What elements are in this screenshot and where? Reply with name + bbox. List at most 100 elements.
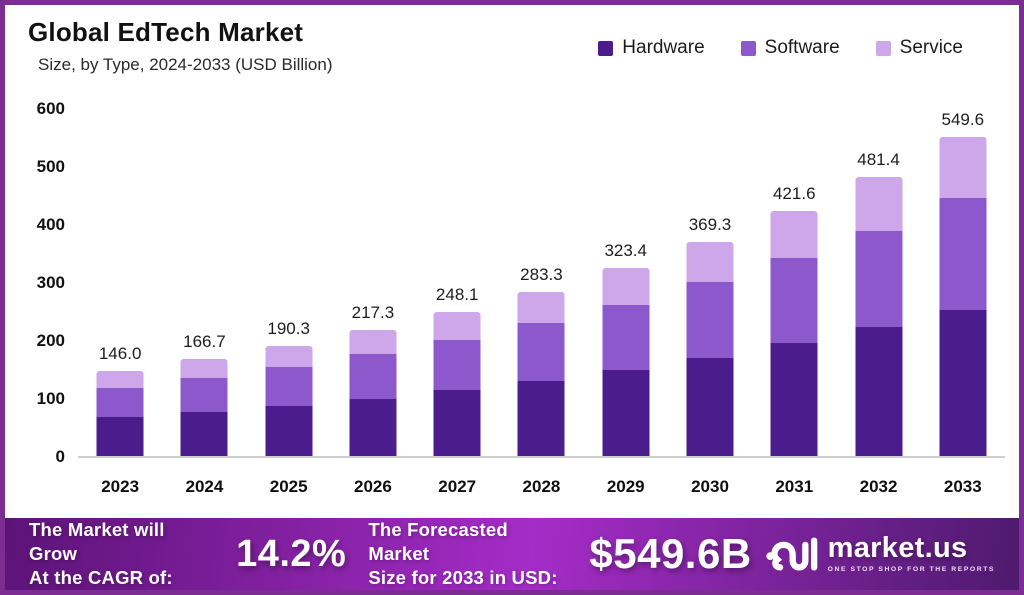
bar-segment-service	[770, 211, 818, 259]
stacked-bar	[855, 176, 903, 456]
stacked-bar	[349, 329, 397, 456]
bar-segment-hardware	[433, 390, 481, 456]
bar-segment-software	[602, 304, 650, 371]
cagr-value: 14.2%	[236, 532, 347, 575]
banner: The Market will Grow At the CAGR of: 14.…	[5, 518, 1019, 590]
y-axis-label: 100	[36, 389, 65, 408]
bar-segment-software	[517, 323, 565, 381]
x-axis-label: 2033	[943, 477, 982, 496]
x-axis-label: 2023	[101, 477, 140, 496]
bar-segment-hardware	[265, 405, 313, 456]
bar-segment-software	[265, 367, 313, 406]
stacked-bar	[939, 137, 987, 456]
bar-segment-software	[96, 387, 144, 418]
bar-column-2027: 248.1	[415, 110, 499, 456]
y-axis-label: 300	[36, 273, 65, 292]
y-axis-label: 400	[36, 215, 65, 234]
bar-segment-service	[855, 176, 903, 231]
marketus-logo-tagline: ONE STOP SHOP FOR THE REPORTS	[827, 566, 995, 574]
bar-total-label: 217.3	[351, 302, 395, 322]
y-axis: 600 500 400 300 200 100 0	[5, 5, 65, 590]
plot-area: 146.0 166.7 190.3 217.3 248.1 283.3 323.4 369.3…	[78, 110, 1005, 458]
bar-column-2025: 190.3	[247, 110, 331, 456]
cagr-label-line2: At the CAGR of:	[29, 567, 173, 589]
legend-item-software: Software	[740, 37, 840, 59]
chart-legend: Hardware Software Service	[598, 37, 963, 59]
bar-column-2029: 323.4	[584, 110, 668, 456]
marketus-logo-icon	[766, 537, 817, 571]
bar-segment-hardware	[770, 343, 818, 456]
bar-segment-service	[939, 137, 987, 199]
bar-segment-service	[517, 291, 565, 324]
legend-label: Hardware	[622, 37, 705, 58]
x-axis: 2023 2024 2025 2026 2027 2028 2029 2030 2031 2032…	[78, 477, 1005, 497]
bar-segment-software	[686, 282, 734, 358]
forecast-label-line2: Size for 2033 in USD:	[368, 567, 558, 589]
bar-column-2028: 283.3	[499, 110, 583, 456]
legend-label: Software	[764, 37, 840, 58]
x-axis-label: 2027	[438, 477, 477, 496]
forecast-label-line1: The Forecasted Market	[368, 518, 508, 564]
marketus-logo-text: market.us	[827, 532, 968, 565]
stacked-bar	[517, 291, 565, 456]
marketus-logo-textwrap: market.us ONE STOP SHOP FOR THE REPORTS	[828, 534, 995, 574]
x-axis-label: 2032	[859, 477, 898, 496]
bar-segment-service	[180, 359, 228, 379]
y-axis-label: 0	[55, 447, 65, 466]
bar-column-2026: 217.3	[331, 110, 415, 456]
bar-column-2024: 166.7	[162, 110, 246, 456]
bar-total-label: 190.3	[267, 318, 310, 338]
bar-total-label: 248.1	[435, 285, 479, 305]
chart-title: Global EdTech Market	[28, 17, 304, 47]
y-axis-label: 200	[36, 331, 65, 350]
bar-total-label: 421.6	[772, 184, 816, 204]
bar-column-2032: 481.4	[836, 110, 920, 456]
x-axis-label: 2029	[606, 477, 645, 496]
bar-segment-hardware	[349, 398, 397, 456]
legend-swatch-software	[740, 40, 756, 56]
legend-swatch-hardware	[598, 40, 614, 56]
stacked-bar	[686, 241, 734, 456]
x-axis-label: 2031	[775, 477, 814, 496]
legend-label: Service	[899, 37, 963, 58]
bar-segment-software	[855, 230, 903, 328]
bar-segment-software	[433, 340, 481, 391]
stacked-bar	[770, 211, 818, 456]
x-axis-label: 2024	[185, 477, 224, 496]
bar-segment-software	[939, 198, 987, 310]
cagr-label: The Market will Grow At the CAGR of:	[29, 518, 210, 590]
x-axis-label: 2025	[269, 477, 308, 496]
bar-column-2030: 369.3	[668, 110, 752, 456]
stacked-bar	[265, 345, 313, 456]
chart-subtitle: Size, by Type, 2024-2033 (USD Billion)	[38, 55, 333, 74]
legend-item-service: Service	[875, 37, 963, 59]
bar-segment-software	[349, 354, 397, 399]
stacked-bar	[96, 371, 144, 456]
bar-segment-hardware	[939, 309, 987, 456]
bar-total-label: 549.6	[941, 110, 985, 130]
bar-segment-service	[96, 371, 144, 388]
bar-segment-service	[433, 312, 481, 341]
bar-column-2023: 146.0	[78, 110, 162, 456]
bar-segment-software	[180, 378, 228, 412]
stacked-bar	[602, 268, 650, 456]
x-axis-label: 2028	[522, 477, 561, 496]
bar-segment-software	[770, 258, 818, 344]
bar-segment-hardware	[686, 357, 734, 456]
bar-total-label: 283.3	[520, 264, 563, 284]
stacked-bar	[433, 312, 481, 456]
bar-segment-hardware	[855, 327, 903, 456]
chart-header: Global EdTech Market Size, by Type, 2024…	[28, 17, 333, 75]
cagr-label-line1: The Market will Grow	[29, 518, 165, 564]
forecast-label: The Forecasted Market Size for 2033 in U…	[368, 518, 565, 590]
bar-segment-hardware	[180, 411, 228, 456]
bar-column-2031: 421.6	[752, 110, 836, 456]
bar-column-2033: 549.6	[921, 110, 1005, 456]
bar-segment-hardware	[517, 380, 565, 456]
marketus-logo: market.us ONE STOP SHOP FOR THE REPORTS	[766, 531, 995, 577]
forecast-value: $549.6B	[589, 530, 752, 577]
bar-total-label: 323.4	[604, 241, 647, 261]
bar-total-label: 166.7	[183, 332, 226, 352]
y-axis-label: 500	[36, 157, 65, 176]
